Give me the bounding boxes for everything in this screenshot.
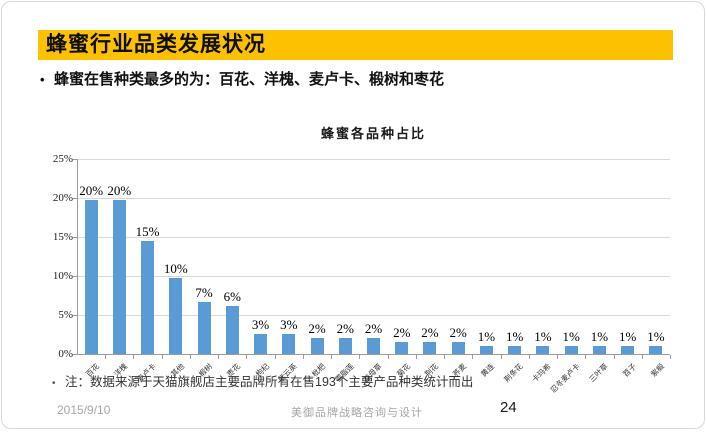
bar: [282, 333, 296, 354]
x-axis-tick: [161, 355, 163, 359]
h-gridline: [77, 198, 670, 199]
y-axis-tick: [73, 315, 77, 316]
bar-value-label: 15%: [135, 223, 160, 239]
bar: [254, 333, 268, 354]
bar-value-label: 2%: [393, 325, 411, 341]
bar-value-label: 2%: [449, 325, 467, 341]
bar: [141, 240, 155, 354]
y-axis-tick: [73, 198, 77, 199]
bar-value-label: 20%: [107, 183, 132, 199]
footer-date: 2015/9/10: [57, 403, 111, 417]
bar: [395, 342, 409, 354]
bar: [479, 346, 493, 354]
bar-value-label: 1%: [477, 329, 496, 345]
bar-value-label: 1%: [506, 329, 524, 345]
bar-value-label: 1%: [618, 329, 637, 345]
x-axis-line: [77, 354, 670, 355]
h-gridline: [77, 159, 670, 160]
y-axis-tick-label: 20%: [52, 192, 73, 204]
y-axis-tick: [73, 159, 77, 160]
x-axis-tick: [302, 355, 304, 359]
bar-value-label: 2%: [308, 320, 326, 336]
h-gridline: [77, 237, 670, 238]
source-note: • 注：数据来源于天猫旗舰店主要品牌所有在售193个主要产品种类统计而出: [52, 371, 672, 390]
bullet-marker: •: [40, 72, 45, 87]
bar: [508, 346, 522, 354]
x-axis-tick: [189, 355, 191, 359]
x-axis-tick: [613, 355, 615, 359]
x-axis-tick: [274, 355, 276, 359]
bar-value-label: 2%: [336, 320, 354, 336]
bar: [338, 337, 352, 354]
chart-title: 蜂蜜各品种占比: [320, 126, 426, 141]
bar: [592, 346, 606, 354]
h-gridline: [77, 276, 670, 277]
bar-value-label: 3%: [280, 316, 298, 332]
key-finding-text: 蜂蜜在售种类最多的为：百花、洋槐、麦卢卡、椴树和枣花: [54, 71, 445, 88]
bar-value-label: 7%: [195, 284, 213, 300]
bar: [84, 200, 98, 354]
x-axis-tick: [472, 355, 474, 359]
y-axis-line: [77, 159, 78, 354]
bar: [310, 337, 324, 354]
bar-value-label: 3%: [251, 316, 270, 332]
x-axis-tick: [500, 355, 502, 359]
bar-value-label: 1%: [590, 329, 609, 345]
x-axis-tick: [387, 355, 389, 359]
h-gridline: [77, 315, 670, 316]
bar-value-label: 1%: [647, 329, 665, 345]
bar: [564, 346, 578, 354]
x-axis-tick: [415, 355, 417, 359]
x-axis-tick: [105, 355, 107, 359]
x-axis-tick: [218, 355, 220, 359]
y-axis-tick: [73, 354, 77, 355]
x-axis-tick: [670, 355, 671, 359]
x-axis-tick: [641, 355, 643, 359]
bar: [112, 200, 126, 354]
bar-value-label: 2%: [421, 325, 439, 341]
page-title: 蜂蜜行业品类发展状况: [46, 33, 266, 56]
bar: [225, 305, 239, 354]
bar: [423, 342, 437, 354]
source-note-text: 注：数据来源于天猫旗舰店主要品牌所有在售193个主要产品种类统计而出: [65, 375, 474, 389]
x-axis-tick: [133, 355, 135, 359]
bar-value-label: 20%: [79, 183, 104, 199]
y-axis-tick: [73, 276, 77, 277]
x-axis-tick: [246, 355, 248, 359]
y-axis-tick-label: 5%: [58, 309, 73, 321]
bar: [621, 346, 635, 354]
x-axis-tick: [444, 355, 446, 359]
bar: [197, 301, 211, 354]
x-axis-tick: [557, 355, 559, 359]
bar: [451, 342, 465, 354]
y-axis-tick: [73, 237, 77, 238]
x-axis-tick: [585, 355, 587, 359]
key-finding-bullet: • 蜂蜜在售种类最多的为：百花、洋槐、麦卢卡、椴树和枣花: [40, 68, 680, 89]
y-axis-tick-label: 15%: [52, 231, 73, 243]
x-axis-tick: [331, 355, 333, 359]
bar-value-label: 2%: [364, 320, 383, 336]
bar: [649, 346, 663, 354]
bar-value-label: 1%: [562, 329, 580, 345]
bar: [367, 337, 380, 354]
bar: [169, 277, 183, 354]
title-banner: 蜂蜜行业品类发展状况: [38, 30, 673, 60]
footer-company: 美御品牌战略咨询与设计: [291, 407, 423, 419]
y-axis-tick-label: 10%: [52, 270, 73, 282]
y-axis-tick-label: 25%: [52, 153, 73, 165]
x-axis-tick: [359, 355, 361, 359]
page-number: 24: [500, 399, 517, 416]
bar-value-label: 10%: [163, 260, 188, 276]
bar: [536, 346, 550, 354]
bar-value-label: 6%: [223, 288, 241, 304]
x-axis-tick: [528, 355, 530, 359]
y-axis-tick-label: 0%: [58, 348, 73, 360]
note-bullet-marker: •: [52, 378, 56, 389]
bar-value-label: 1%: [534, 329, 552, 345]
